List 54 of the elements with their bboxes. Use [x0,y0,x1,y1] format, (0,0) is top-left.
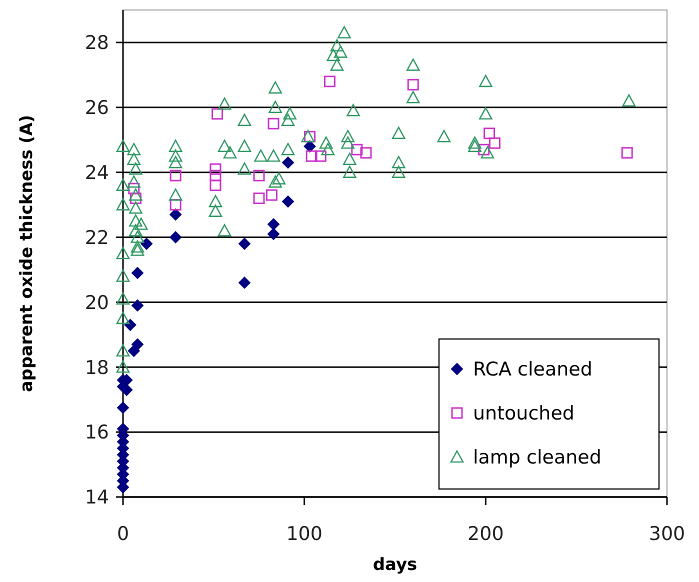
point [268,218,280,230]
point [170,199,182,211]
point [484,128,496,140]
point [170,170,182,182]
point [478,144,490,156]
point [210,170,222,182]
legend-label: lamp cleaned [473,446,602,469]
y-tick-label: 18 [84,356,109,379]
y-tick-label: 22 [84,226,109,249]
point [266,189,278,201]
point [132,266,144,279]
y-tick-label: 26 [84,97,109,120]
point [304,140,316,152]
point [407,78,419,90]
y-tick-label: 20 [84,292,109,314]
legend-label: RCA cleaned [473,358,592,381]
x-tick-label: 0 [116,523,130,545]
point [488,137,500,149]
point [238,276,250,289]
point [324,76,336,88]
point [210,180,222,192]
point [130,192,142,204]
x-tick-label: 200 [468,523,504,545]
point [314,150,326,162]
point [268,228,280,240]
y-tick-label: 24 [84,162,109,184]
x-tick-label: 300 [648,523,686,545]
point [117,402,129,414]
point [140,238,153,250]
y-axis-title: apparent oxide thickness (A) [17,114,37,392]
x-tick-label: 100 [286,523,322,545]
point [253,192,265,204]
point [128,182,140,194]
y-tick-label: 16 [84,422,109,444]
point [132,338,144,350]
x-axis-title: days [372,555,418,575]
point [282,196,294,208]
point [212,108,224,120]
point [360,147,372,159]
point [238,238,250,250]
point [621,147,633,159]
y-tick-label: 28 [84,32,109,54]
point [210,163,222,175]
point [170,208,182,221]
point [170,231,182,244]
point [351,144,363,156]
point [253,170,265,182]
legend-label: untouched [473,402,574,425]
point [268,118,280,130]
point [132,299,144,312]
y-tick-label: 14 [84,486,109,509]
point [306,150,318,162]
point [282,156,294,169]
point [124,318,136,331]
